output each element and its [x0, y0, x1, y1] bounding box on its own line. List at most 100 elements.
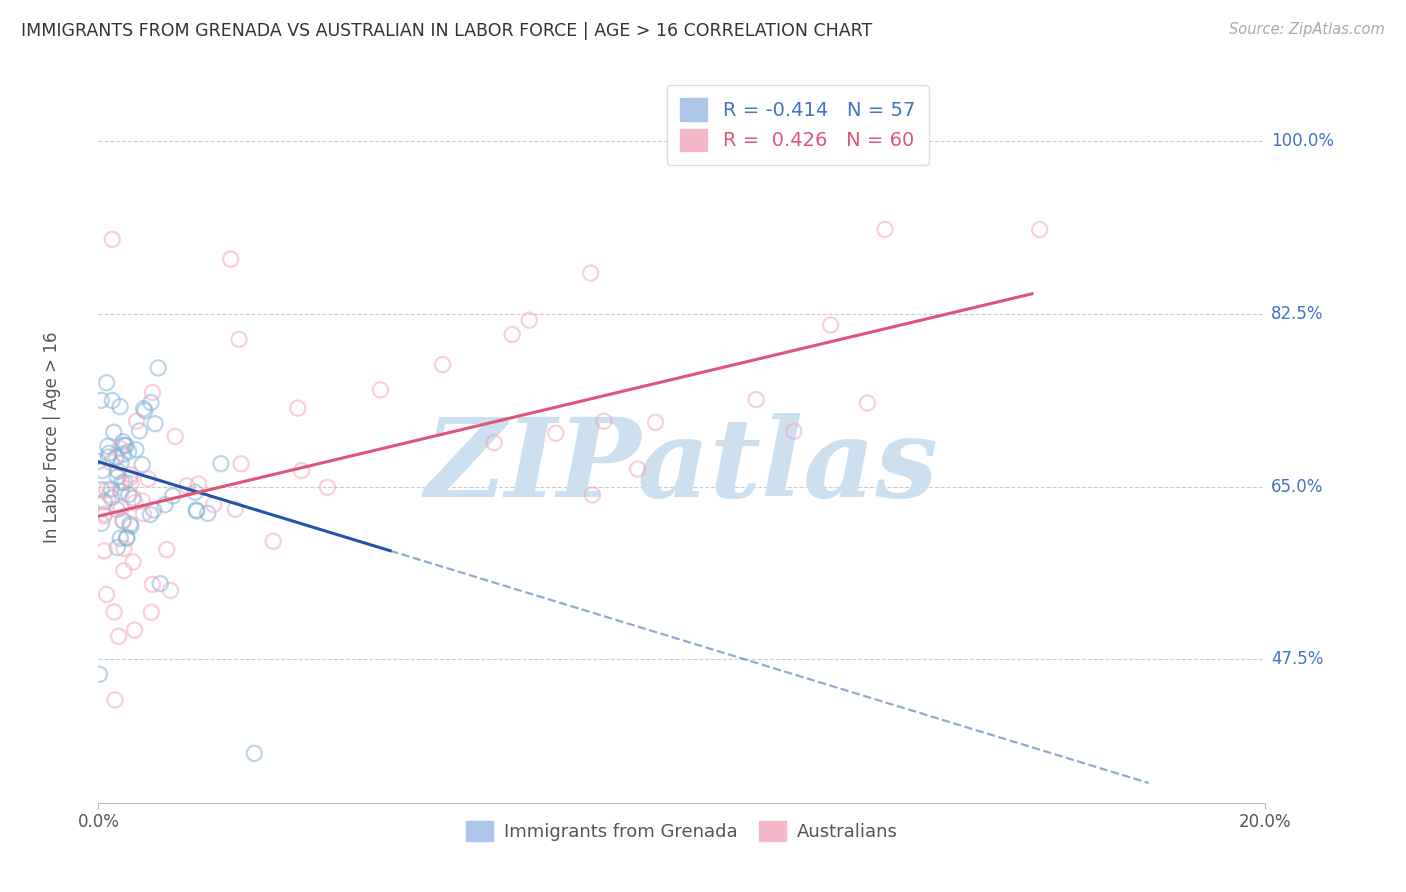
Point — [153, 498, 176, 512]
Point — [110, 531, 132, 545]
Text: 82.5%: 82.5% — [1271, 304, 1323, 323]
Point — [287, 401, 309, 416]
Point — [97, 450, 120, 464]
Point — [156, 542, 179, 557]
Point — [128, 424, 150, 438]
Point — [118, 517, 141, 532]
Point — [501, 327, 523, 342]
Point — [125, 414, 148, 428]
Point — [159, 583, 181, 598]
Point — [579, 266, 602, 280]
Point — [592, 414, 614, 428]
Point — [783, 424, 806, 438]
Point — [165, 429, 187, 443]
Point — [231, 457, 253, 471]
Point — [202, 498, 225, 512]
Point — [112, 514, 135, 528]
Point — [290, 464, 312, 478]
Point — [131, 458, 153, 472]
Point — [89, 667, 111, 681]
Point — [243, 747, 266, 761]
Text: 65.0%: 65.0% — [1271, 477, 1323, 495]
Point — [141, 385, 163, 400]
Point — [1028, 222, 1050, 236]
Point — [101, 393, 124, 408]
Legend: Immigrants from Grenada, Australians: Immigrants from Grenada, Australians — [458, 814, 905, 848]
Point — [644, 415, 666, 429]
Point — [134, 403, 156, 417]
Point — [517, 313, 540, 327]
Point — [93, 544, 115, 558]
Point — [122, 491, 145, 505]
Point — [112, 447, 135, 461]
Point — [745, 392, 768, 407]
Point — [176, 479, 198, 493]
Point — [112, 541, 135, 556]
Point — [115, 531, 138, 545]
Point — [107, 464, 129, 478]
Text: 47.5%: 47.5% — [1271, 650, 1323, 668]
Point — [139, 508, 162, 522]
Point — [124, 623, 146, 637]
Point — [98, 446, 121, 460]
Point — [105, 502, 128, 516]
Point — [482, 435, 505, 450]
Point — [873, 222, 896, 236]
Point — [184, 485, 207, 500]
Point — [90, 483, 112, 497]
Point — [100, 456, 122, 470]
Point — [162, 489, 184, 503]
Point — [820, 318, 842, 332]
Point — [544, 426, 567, 441]
Point — [111, 434, 134, 449]
Point — [627, 462, 650, 476]
Point — [112, 514, 135, 528]
Point — [107, 470, 129, 484]
Point — [581, 488, 603, 502]
Point — [96, 483, 118, 497]
Point — [186, 504, 208, 518]
Point — [141, 605, 163, 619]
Point — [101, 232, 124, 246]
Point — [122, 555, 145, 569]
Point — [209, 457, 232, 471]
Point — [103, 605, 125, 619]
Point — [228, 332, 250, 346]
Point — [856, 396, 879, 410]
Point — [370, 383, 392, 397]
Point — [105, 450, 128, 465]
Point — [115, 438, 138, 452]
Point — [108, 442, 131, 456]
Point — [114, 475, 136, 490]
Point — [98, 488, 121, 502]
Point — [132, 507, 155, 521]
Point — [120, 519, 142, 533]
Point — [142, 503, 165, 517]
Point — [115, 531, 138, 545]
Text: IMMIGRANTS FROM GRENADA VS AUSTRALIAN IN LABOR FORCE | AGE > 16 CORRELATION CHAR: IMMIGRANTS FROM GRENADA VS AUSTRALIAN IN… — [21, 22, 872, 40]
Point — [120, 467, 142, 482]
Point — [90, 516, 112, 531]
Point — [124, 495, 146, 509]
Point — [186, 503, 208, 517]
Point — [120, 476, 142, 491]
Point — [143, 417, 166, 431]
Point — [107, 629, 129, 643]
Point — [97, 439, 120, 453]
Text: In Labor Force | Age > 16: In Labor Force | Age > 16 — [42, 331, 60, 543]
Point — [112, 438, 135, 452]
Point — [224, 502, 246, 516]
Point — [432, 358, 454, 372]
Point — [112, 564, 135, 578]
Point — [110, 501, 132, 516]
Point — [316, 480, 339, 494]
Point — [131, 494, 153, 508]
Point — [96, 376, 118, 390]
Text: ZIPatlas: ZIPatlas — [425, 413, 939, 520]
Point — [136, 472, 159, 486]
Point — [90, 393, 112, 408]
Point — [132, 401, 155, 416]
Point — [141, 577, 163, 591]
Point — [93, 507, 115, 521]
Point — [110, 484, 132, 499]
